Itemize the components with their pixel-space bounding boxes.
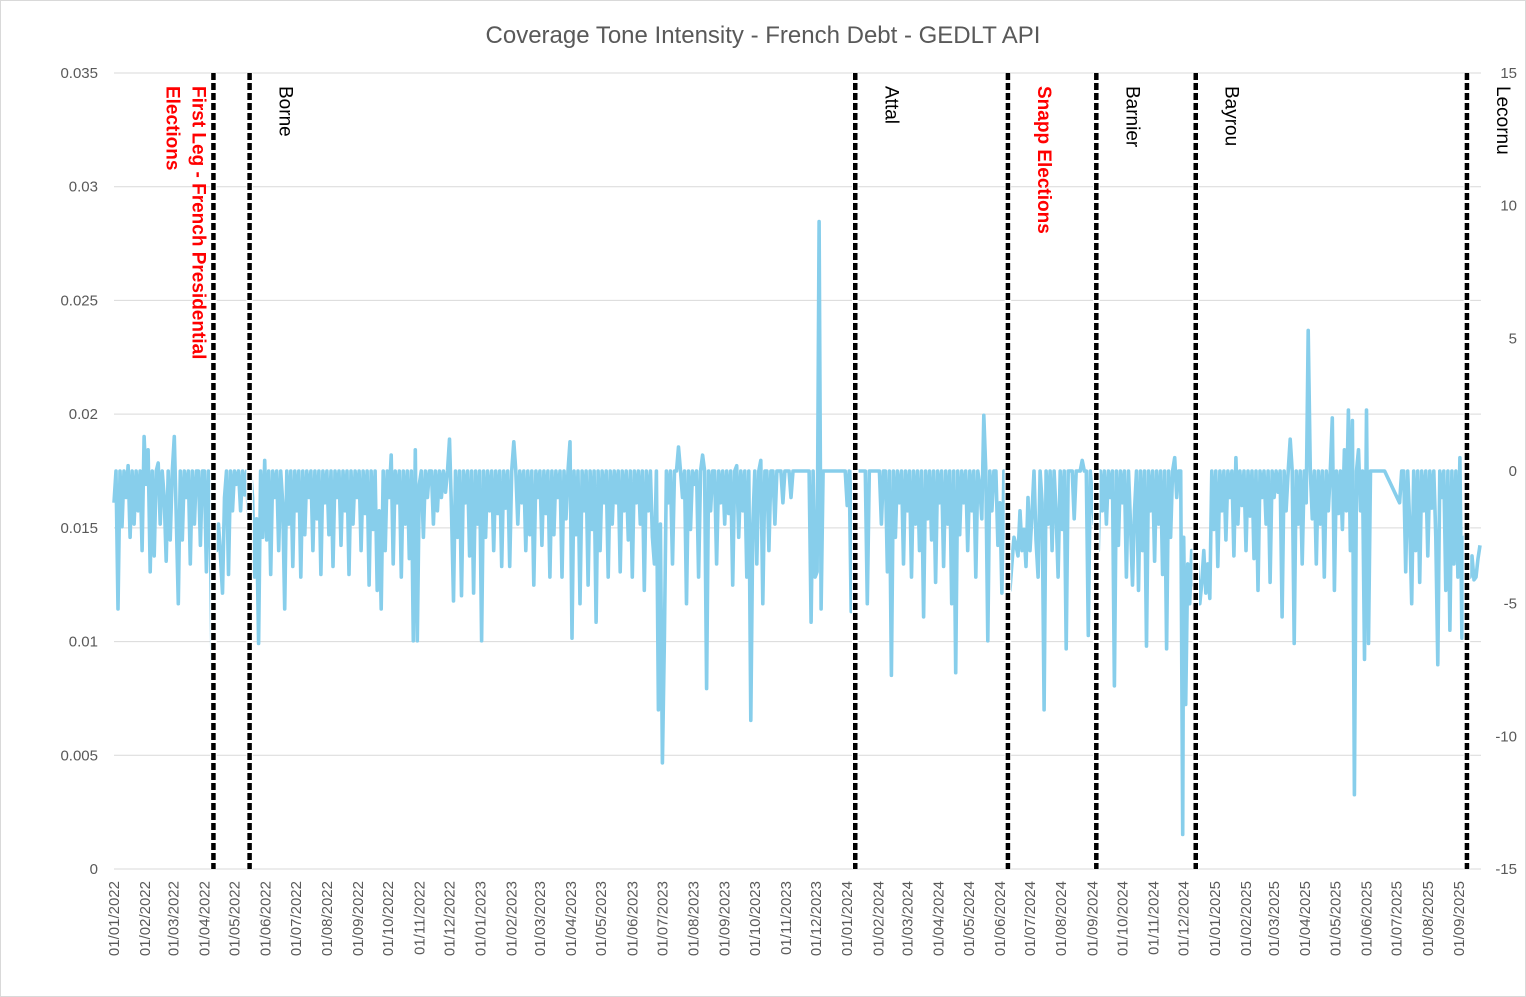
x-tick-label: 01/09/2023: [717, 881, 734, 956]
x-tick-label: 01/07/2025: [1389, 881, 1406, 956]
x-tick-label: 01/06/2025: [1358, 881, 1375, 956]
right-y-axis: -15 -10 -5 0 5 10 15: [1495, 65, 1517, 878]
x-tick-label: 01/01/2025: [1207, 881, 1224, 956]
gridlines: [114, 72, 1481, 870]
y-left-tick-label: 0.015: [60, 520, 98, 537]
y-left-tick-label: 0.025: [60, 292, 98, 309]
series-layer: [112, 219, 1482, 837]
x-tick-label: 01/09/2024: [1084, 881, 1101, 956]
x-tick-label: 01/02/2023: [504, 881, 521, 956]
x-tick-label: 01/05/2023: [593, 881, 610, 956]
x-tick-label: 01/08/2024: [1053, 881, 1070, 956]
x-tick-label: 01/09/2025: [1451, 881, 1468, 956]
chart-title: Coverage Tone Intensity - French Debt - …: [486, 22, 1041, 49]
x-tick-label: 01/10/2023: [747, 881, 764, 956]
x-tick-label: 01/04/2025: [1297, 881, 1314, 956]
x-tick-label: 01/02/2022: [137, 881, 154, 956]
event-label: Bayrou: [1221, 86, 1242, 146]
y-right-tick-label: 10: [1500, 198, 1517, 215]
x-tick-label: 01/12/2024: [1176, 881, 1193, 956]
x-tick-label: 01/07/2023: [654, 881, 671, 956]
event-lines: First Leg - French PresidentialElections…: [161, 73, 1513, 869]
y-right-tick-label: -15: [1495, 861, 1517, 878]
event-label: First Leg - French Presidential: [187, 86, 208, 359]
x-tick-label: 01/02/2025: [1238, 881, 1255, 956]
y-right-tick-label: 5: [1509, 330, 1517, 347]
y-left-tick-label: 0: [90, 861, 98, 878]
y-left-tick-label: 0.01: [69, 634, 98, 651]
series-line: [112, 219, 1482, 837]
y-right-tick-label: 15: [1500, 65, 1517, 82]
event-label: Elections: [161, 86, 182, 170]
x-tick-label: 01/07/2022: [288, 881, 305, 956]
x-tick-label: 01/08/2023: [686, 881, 703, 956]
x-tick-label: 01/06/2022: [258, 881, 275, 956]
x-tick-label: 01/12/2023: [808, 881, 825, 956]
event-label: Snapp Elections: [1033, 86, 1054, 234]
event-label: Barnier: [1121, 86, 1142, 148]
x-tick-label: 01/04/2023: [563, 881, 580, 956]
x-tick-label: 01/01/2023: [473, 881, 490, 956]
x-tick-label: 01/12/2022: [441, 881, 458, 956]
y-right-tick-label: -5: [1504, 596, 1517, 613]
x-tick-label: 01/08/2025: [1420, 881, 1437, 956]
x-tick-label: 01/03/2023: [532, 881, 549, 956]
x-axis: 01/01/2022 01/02/2022 01/03/2022 01/04/2022…: [106, 881, 1468, 956]
x-tick-label: 01/03/2022: [165, 881, 182, 956]
x-tick-label: 01/07/2024: [1022, 881, 1039, 956]
event-label: Lecornu: [1492, 86, 1513, 155]
y-right-tick-label: 0: [1509, 463, 1517, 480]
x-tick-label: 01/10/2024: [1114, 881, 1131, 956]
x-tick-label: 01/09/2022: [350, 881, 367, 956]
x-tick-label: 01/05/2025: [1327, 881, 1344, 956]
x-tick-label: 01/05/2022: [227, 881, 244, 956]
y-left-tick-label: 0.02: [69, 406, 98, 423]
left-y-axis: 0 0.005 0.01 0.015 0.02 0.025 0.03 0.035: [60, 65, 98, 878]
y-left-tick-label: 0.035: [60, 65, 98, 82]
x-tick-label: 01/01/2022: [106, 881, 123, 956]
x-tick-label: 01/11/2024: [1146, 881, 1163, 955]
y-left-tick-label: 0.005: [60, 747, 98, 764]
x-tick-label: 01/06/2024: [992, 881, 1009, 956]
y-right-tick-label: -10: [1495, 728, 1517, 745]
x-tick-label: 01/11/2022: [411, 881, 428, 955]
y-left-tick-label: 0.03: [69, 179, 98, 196]
x-tick-label: 01/03/2025: [1266, 881, 1283, 956]
x-tick-label: 01/04/2024: [931, 881, 948, 956]
x-tick-label: 01/08/2022: [319, 881, 336, 956]
x-tick-label: 01/01/2024: [839, 881, 856, 956]
x-tick-label: 01/03/2024: [899, 881, 916, 956]
x-tick-label: 01/05/2024: [961, 881, 978, 956]
event-label: Borne: [275, 86, 296, 137]
x-tick-label: 01/11/2023: [778, 881, 795, 955]
x-tick-label: 01/10/2022: [380, 881, 397, 956]
x-tick-label: 01/04/2022: [196, 881, 213, 956]
x-tick-label: 01/06/2023: [624, 881, 641, 956]
x-tick-label: 01/02/2024: [870, 881, 887, 956]
event-label: Attal: [880, 86, 901, 124]
